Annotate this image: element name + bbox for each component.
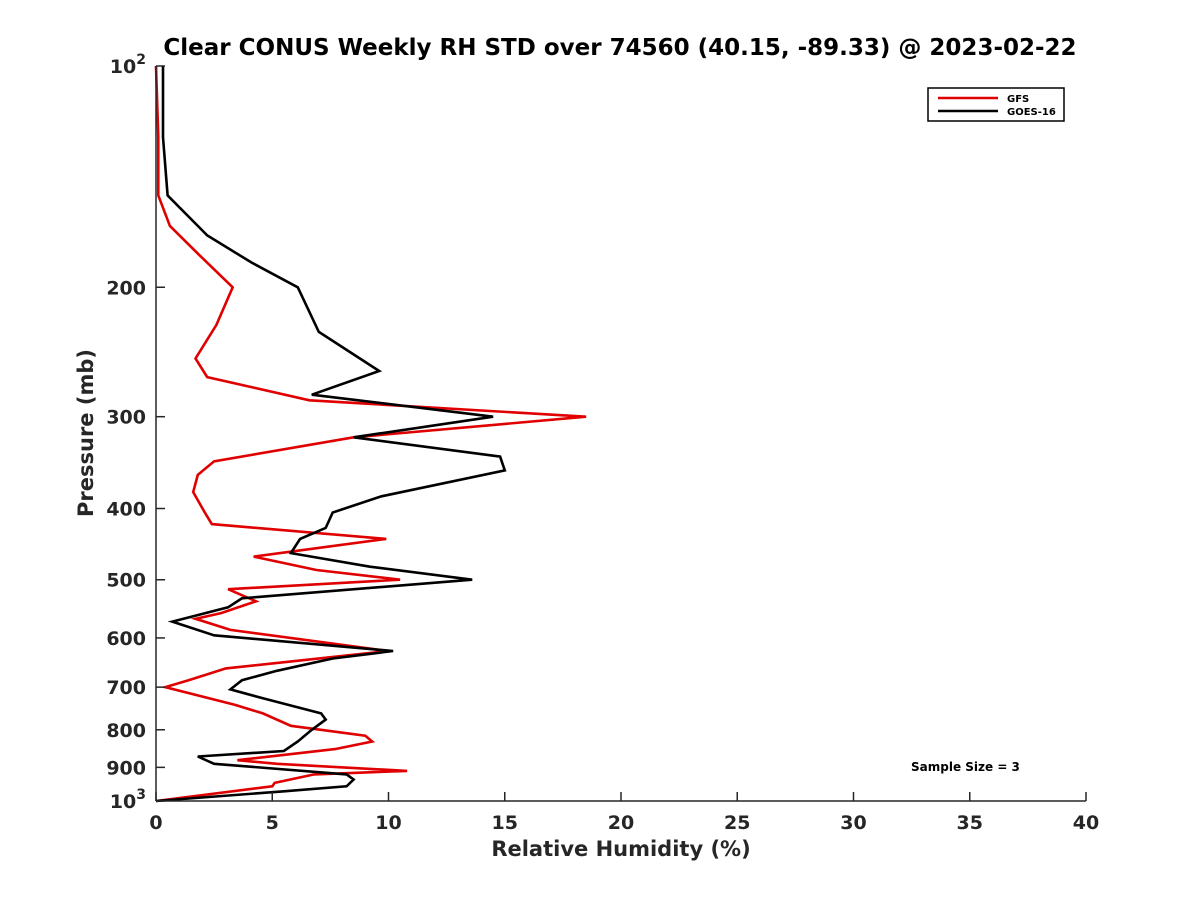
series-line-gfs	[154, 65, 587, 803]
y-tick-label: 102	[110, 52, 146, 78]
y-tick-label: 500	[106, 570, 146, 592]
x-ticks-group: 0 5 10 15 20 25 30 35 40	[149, 792, 1099, 834]
y-tick-label: 600	[106, 628, 146, 650]
x-axis-title: Relative Humidity (%)	[491, 837, 750, 861]
x-tick-label: 10	[375, 812, 401, 834]
x-tick-label: 40	[1073, 812, 1099, 834]
y-axis-title: Pressure (mb)	[74, 349, 98, 517]
legend-label-goes16: GOES-16	[1007, 107, 1056, 118]
legend-box	[927, 87, 1065, 122]
x-tick-label: 35	[957, 812, 983, 834]
x-tick-label: 30	[840, 812, 866, 834]
chart-title: Clear CONUS Weekly RH STD over 74560 (40…	[163, 35, 1076, 61]
series-line-goes16	[155, 66, 507, 803]
legend: GFS GOES-16	[927, 87, 1065, 122]
x-tick-label: 0	[149, 812, 162, 834]
y-tick-label: 700	[106, 677, 146, 699]
y-tick-label: 900	[106, 757, 146, 779]
plot-series-group	[154, 65, 587, 803]
y-tick-label: 103	[110, 787, 146, 813]
y-tick-label: 800	[106, 720, 146, 742]
sample-size-annotation: Sample Size = 3	[911, 760, 1020, 774]
y-tick-label: 400	[106, 499, 146, 521]
x-tick-label: 25	[724, 812, 750, 834]
legend-label-gfs: GFS	[1007, 94, 1029, 105]
y-tick-label: 300	[106, 407, 146, 429]
x-tick-label: 5	[266, 812, 279, 834]
y-tick-label: 200	[106, 277, 146, 299]
x-tick-label: 15	[492, 812, 518, 834]
x-tick-label: 20	[608, 812, 634, 834]
y-ticks-group: 102 200 300 400 500 600 700 800 900 103	[106, 52, 165, 813]
